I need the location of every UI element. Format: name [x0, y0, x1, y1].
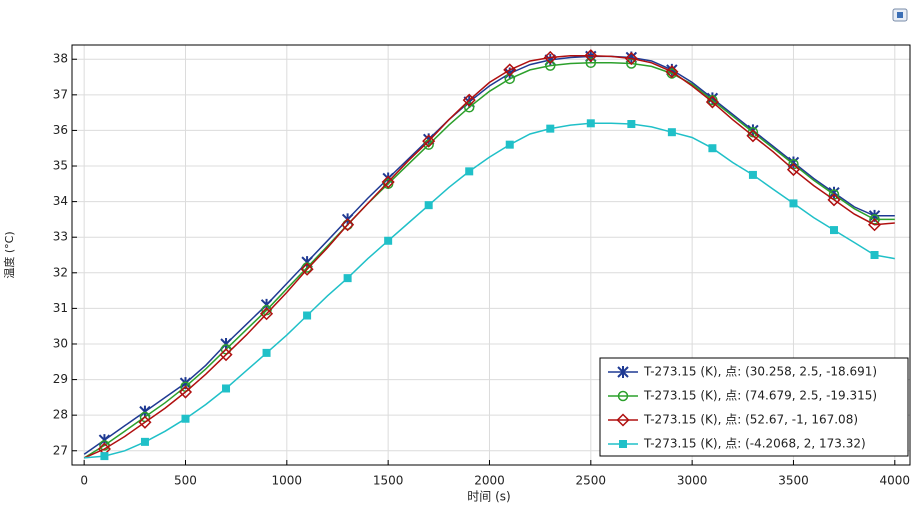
legend-label: T-273.15 (K), 点: (74.679, 2.5, -19.315) — [643, 389, 877, 403]
marker — [827, 193, 841, 207]
y-tick-label: 32 — [53, 265, 68, 279]
marker — [465, 167, 474, 176]
x-tick-label: 2500 — [576, 474, 607, 488]
marker — [748, 170, 757, 179]
marker — [585, 57, 597, 69]
x-tick-label: 2000 — [474, 474, 505, 488]
marker — [789, 199, 798, 208]
marker — [259, 307, 274, 321]
marker — [462, 93, 476, 107]
marker — [870, 251, 879, 259]
marker — [503, 63, 517, 77]
marker — [140, 437, 149, 446]
y-tick-label: 29 — [53, 372, 68, 386]
marker — [303, 311, 312, 320]
plot-frame — [71, 44, 911, 466]
x-tick-label: 0 — [80, 474, 88, 488]
marker — [422, 134, 436, 148]
x-axis-label: 时间 (s) — [467, 490, 510, 504]
x-tick-label: 4000 — [880, 474, 911, 488]
legend-marker — [619, 440, 627, 448]
series-line — [83, 55, 895, 455]
marker — [505, 140, 514, 149]
marker — [381, 175, 395, 189]
y-tick-label: 35 — [53, 159, 68, 173]
y-tick-label: 36 — [53, 123, 68, 137]
legend-marker — [616, 413, 630, 427]
marker — [546, 124, 555, 133]
marker — [665, 65, 679, 79]
series-line — [83, 62, 895, 459]
marker — [667, 128, 676, 137]
y-axis-label: 温度 (°C) — [2, 231, 16, 278]
marker — [627, 120, 636, 129]
marker — [708, 144, 717, 153]
legend-marker — [617, 390, 629, 402]
x-tick-label: 3000 — [677, 474, 708, 488]
legend-label: T-273.15 (K), 点: (52.67, -1, 167.08) — [643, 413, 858, 427]
series-line — [84, 122, 895, 459]
y-tick-label: 37 — [53, 87, 68, 101]
marker — [545, 60, 556, 71]
marker — [786, 163, 801, 177]
marker — [584, 49, 598, 63]
toolbar-icon[interactable] — [892, 8, 908, 22]
legend-label: T-273.15 (K), 点: (30.258, 2.5, -18.691) — [643, 365, 877, 379]
legend-label: T-273.15 (K), 点: (-4.2068, 2, 173.32) — [643, 437, 866, 451]
x-tick-label: 1500 — [373, 474, 404, 488]
x-tick-label: 500 — [174, 474, 197, 488]
marker — [624, 51, 638, 66]
marker — [746, 129, 760, 143]
marker — [219, 348, 233, 362]
marker — [138, 415, 152, 429]
marker — [220, 337, 232, 350]
y-tick-label: 33 — [53, 230, 68, 244]
x-tick-label: 3500 — [778, 474, 809, 488]
marker — [543, 50, 557, 65]
y-tick-label: 34 — [53, 194, 68, 208]
marker — [341, 218, 355, 232]
legend-marker — [617, 366, 629, 378]
marker — [867, 218, 882, 232]
marker — [705, 95, 719, 109]
marker — [586, 119, 595, 128]
y-tick-label: 38 — [53, 52, 68, 66]
marker — [300, 262, 314, 276]
marker — [830, 226, 839, 235]
marker — [463, 102, 475, 113]
marker — [262, 348, 271, 357]
legend-box — [599, 357, 909, 457]
marker — [343, 274, 352, 283]
marker — [384, 236, 393, 245]
y-tick-label: 31 — [53, 301, 68, 315]
y-tick-label: 28 — [53, 408, 68, 422]
marker — [504, 73, 515, 85]
marker — [100, 452, 109, 461]
y-tick-label: 27 — [53, 443, 68, 457]
series-line — [83, 54, 895, 459]
marker — [181, 414, 190, 423]
x-tick-label: 1000 — [272, 474, 303, 488]
y-tick-label: 30 — [53, 336, 68, 350]
marker — [222, 384, 231, 393]
marker — [424, 201, 433, 210]
marker — [178, 385, 193, 399]
